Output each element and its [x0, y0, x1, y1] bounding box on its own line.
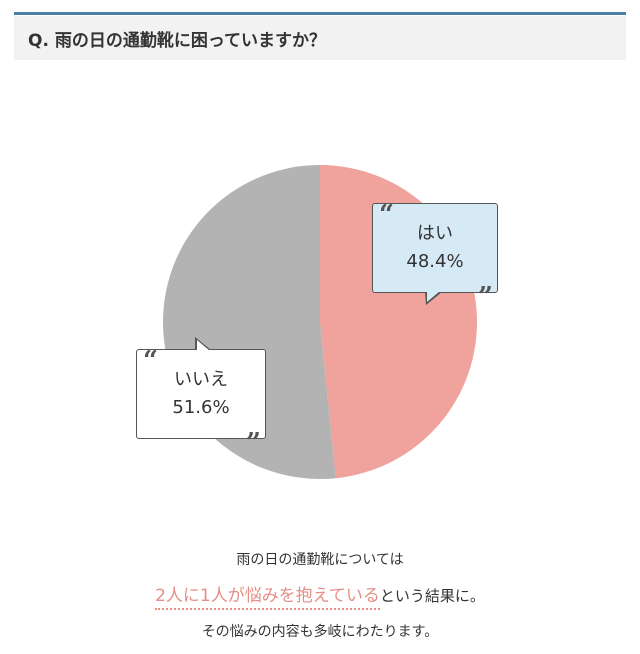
callout-tail-fill	[196, 340, 210, 351]
caption-line-1: 雨の日の通勤靴については	[236, 552, 404, 568]
question-title: Q. 雨の日の通勤靴に困っていますか？	[14, 16, 626, 60]
caption-highlight: 2人に1人が悩みを抱えている	[155, 586, 380, 610]
no-value: 51.6%	[172, 396, 230, 418]
caption-line-2-rest: という結果に。	[379, 587, 485, 605]
yes-callout: “ はい 48.4% ”	[372, 200, 498, 310]
open-quote-icon: “	[143, 346, 158, 376]
caption-line-3: その悩みの内容も多岐にわたります。	[201, 624, 439, 640]
callout-tail-fill	[426, 291, 440, 302]
yes-value: 48.4%	[406, 250, 464, 272]
yes-label: はい	[417, 223, 453, 244]
close-quote-icon: ”	[246, 428, 261, 458]
open-quote-icon: “	[379, 200, 394, 230]
no-callout: “ いいえ 51.6% ”	[136, 337, 266, 456]
close-quote-icon: ”	[478, 282, 493, 312]
caption-line-2: 2人に1人が悩みを抱えているという結果に。	[0, 581, 640, 610]
no-label: いいえ	[174, 369, 228, 390]
top-rule	[14, 12, 626, 15]
